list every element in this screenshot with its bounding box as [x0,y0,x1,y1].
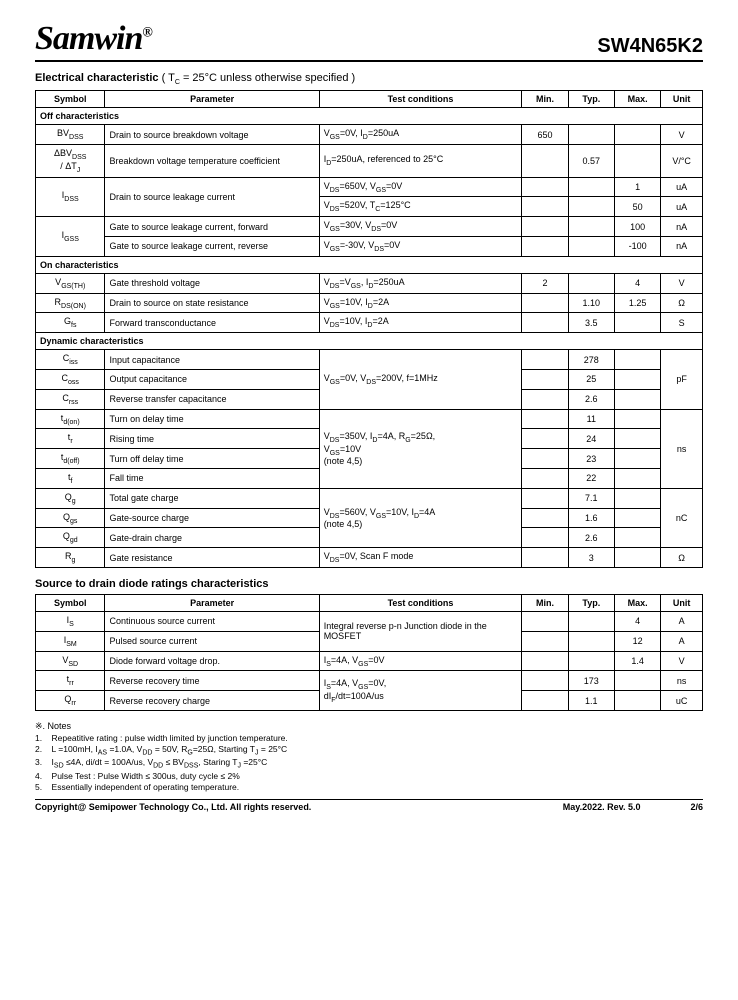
table-row: VSD Diode forward voltage drop. IS=4A, V… [36,651,703,671]
table-row: ΔBVDSS/ ΔTJ Breakdown voltage temperatur… [36,144,703,177]
note-item: 5. Essentially independent of operating … [35,782,703,793]
table-row: RDS(ON) Drain to source on state resista… [36,293,703,313]
table-header-row: Symbol Parameter Test conditions Min. Ty… [36,91,703,108]
col-parameter: Parameter [105,91,319,108]
col-symbol: Symbol [36,91,105,108]
table-row: BVDSS Drain to source breakdown voltage … [36,125,703,145]
table-row: Gate to source leakage current, reverse … [36,236,703,256]
col-unit: Unit [661,91,703,108]
table-header-row: Symbol Parameter Test conditions Min. Ty… [36,594,703,611]
page-header: Samwin® SW4N65K2 [35,20,703,62]
electrical-table: Symbol Parameter Test conditions Min. Ty… [35,90,703,568]
table-row: td(on) Turn on delay time VDS=350V, ID=4… [36,409,703,429]
table-row: Gfs Forward transconductance VDS=10V, ID… [36,313,703,333]
param-cell: Drain to source leakage current [105,177,319,217]
off-subhead: Off characteristics [36,108,703,125]
col-test: Test conditions [319,91,522,108]
symbol-cell: IDSS [36,177,105,217]
col-min: Min. [522,91,568,108]
table-row: IS Continuous source current Integral re… [36,611,703,631]
note-item: 4. Pulse Test : Pulse Width ≤ 300us, dut… [35,771,703,782]
note-item: 1. Repeatitive rating : pulse width limi… [35,733,703,744]
symbol-cell: IGSS [36,217,105,257]
copyright: Copyright@ Semipower Technology Co., Ltd… [35,802,311,812]
brand-name: Samwin [35,20,142,57]
notes-section: ※. Notes 1. Repeatitive rating : pulse w… [35,721,703,793]
part-number: SW4N65K2 [597,35,703,58]
col-max: Max. [614,91,660,108]
brand-logo: Samwin® [35,20,152,58]
note-item: 2. L =100mH, IAS =1.0A, VDD = 50V, RG=25… [35,744,703,758]
col-typ: Typ. [568,91,614,108]
table-row: IGSS Gate to source leakage current, for… [36,217,703,237]
notes-header: ※. Notes [35,721,703,733]
revision: May.2022. Rev. 5.0 [563,802,641,812]
reg-mark: ® [142,26,151,41]
diode-table: Symbol Parameter Test conditions Min. Ty… [35,594,703,711]
page-number: 2/6 [690,802,703,812]
electrical-title: Electrical characteristic ( TC = 25°C un… [35,72,703,86]
table-row: Rg Gate resistance VDS=0V, Scan F mode 3… [36,548,703,568]
on-subhead: On characteristics [36,256,703,273]
table-row: Ciss Input capacitance VGS=0V, VDS=200V,… [36,350,703,370]
table-row: Qg Total gate charge VDS=560V, VGS=10V, … [36,488,703,508]
dyn-subhead: Dynamic characteristics [36,333,703,350]
diode-title: Source to drain diode ratings characteri… [35,578,703,590]
table-row: trr Reverse recovery time IS=4A, VGS=0V,… [36,671,703,691]
table-row: VGS(TH) Gate threshold voltage VDS=VGS, … [36,273,703,293]
table-row: IDSS Drain to source leakage current VDS… [36,177,703,197]
note-item: 3. ISD ≤4A, di/dt = 100A/us, VDD ≤ BVDSS… [35,757,703,771]
page-footer: Copyright@ Semipower Technology Co., Ltd… [35,799,703,812]
